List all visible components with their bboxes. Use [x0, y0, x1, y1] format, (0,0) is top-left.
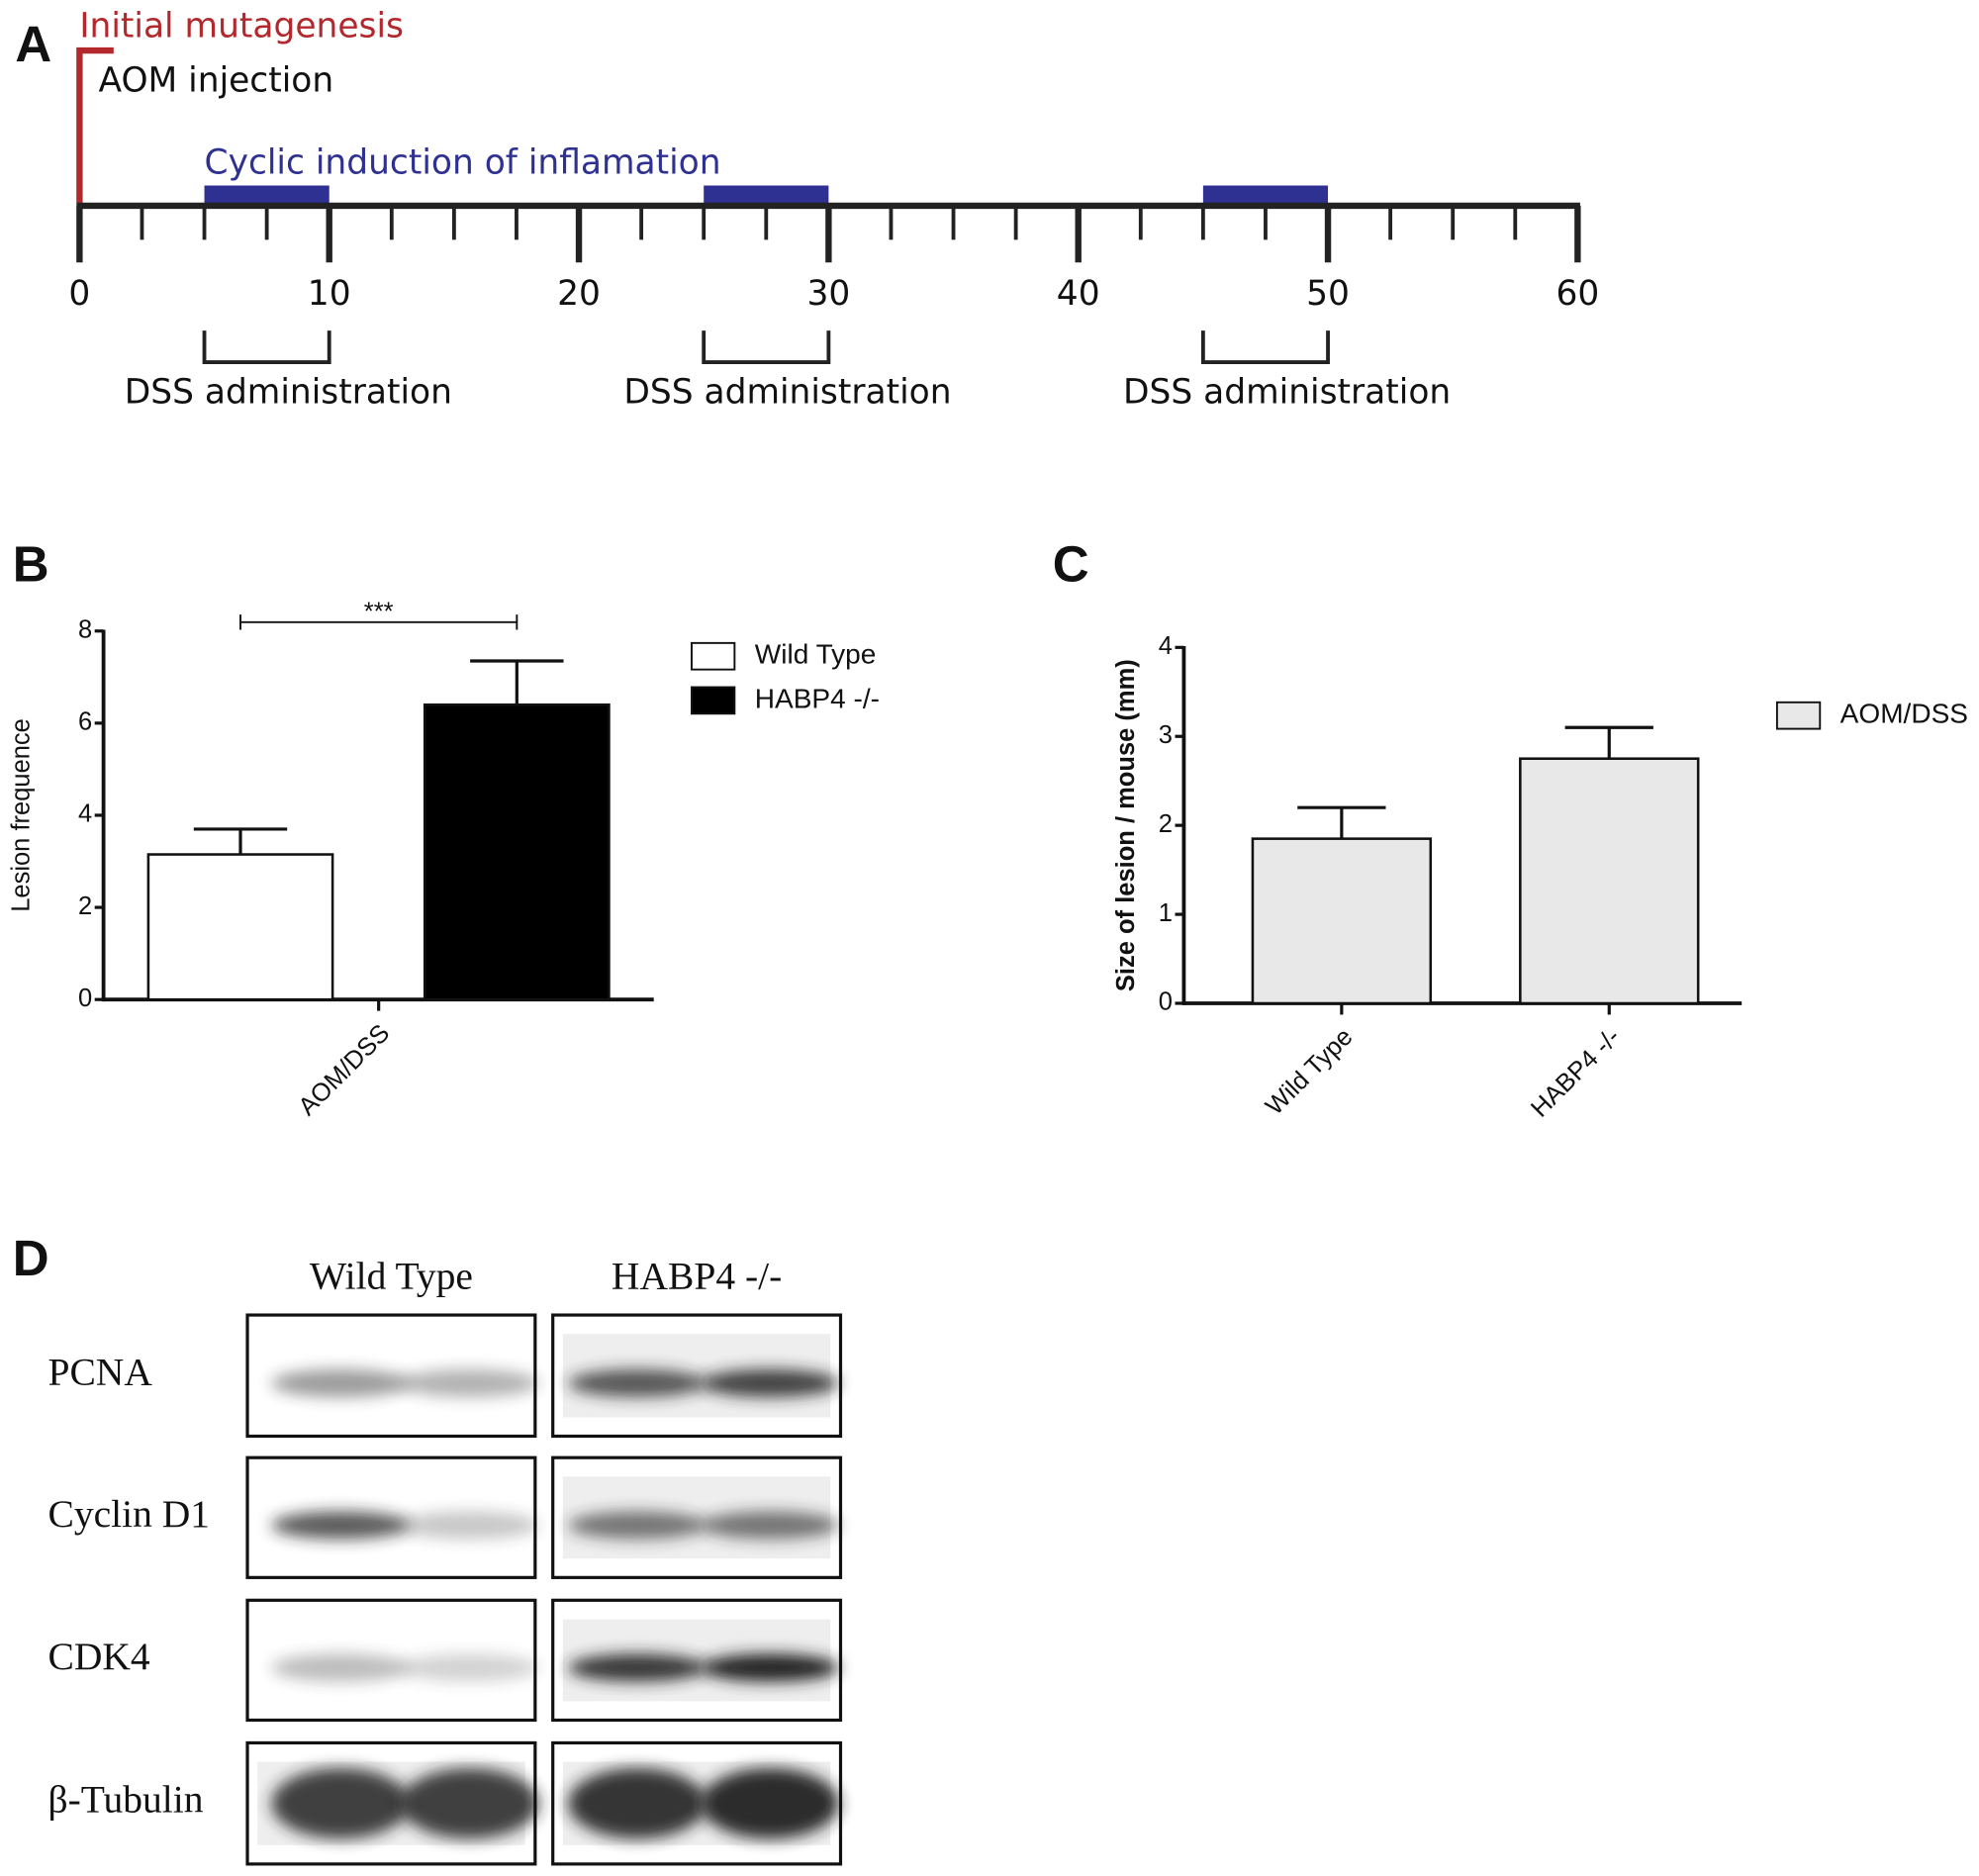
blot-frame — [551, 1313, 843, 1439]
x-tick-label: 0 — [68, 274, 90, 314]
blot-column-label: HABP4 -/- — [612, 1254, 782, 1297]
period-label: Cyclic induction of inflamation — [205, 142, 721, 182]
blot-frame — [245, 1313, 537, 1439]
blot-band — [700, 1767, 840, 1839]
panel-label: D — [13, 1230, 49, 1286]
x-tick-label: 20 — [557, 274, 601, 314]
blot-frame — [245, 1740, 537, 1866]
period-bar — [1202, 185, 1329, 206]
legend-swatch — [691, 641, 736, 671]
bar — [146, 853, 334, 1001]
legend-label: HABP4 -/- — [755, 683, 880, 713]
event-sublabel: AOM injection — [99, 60, 334, 100]
blot-band — [400, 1368, 539, 1397]
event-label: Initial mutagenesis — [79, 7, 404, 47]
panel-label: B — [13, 535, 49, 592]
blot-band — [700, 1653, 840, 1682]
y-tick-label: 3 — [1159, 721, 1173, 749]
bracket — [702, 330, 831, 364]
event-marker — [76, 47, 114, 206]
blot-frame — [551, 1598, 843, 1723]
blot-frame — [551, 1455, 843, 1579]
error-bar — [1297, 805, 1386, 839]
y-tick-label: 2 — [78, 892, 92, 920]
bar — [423, 703, 611, 1001]
blot-band — [400, 1767, 539, 1839]
blot-band — [271, 1511, 411, 1540]
y-axis-label: Lesion frequence — [8, 718, 36, 912]
legend-label: AOM/DSS — [1840, 699, 1968, 729]
blot-frame — [245, 1455, 537, 1579]
blot-band — [567, 1368, 707, 1397]
blot-row-label: Cyclin D1 — [47, 1492, 210, 1536]
legend-label: Wild Type — [755, 639, 877, 670]
y-tick-label: 0 — [78, 985, 92, 1012]
bar — [1251, 837, 1433, 1005]
bracket-label: DSS administration — [125, 372, 452, 412]
bracket — [202, 330, 331, 364]
y-tick-label: 0 — [1159, 988, 1173, 1016]
bracket-label: DSS administration — [1123, 372, 1451, 412]
blot-column-label: Wild Type — [310, 1254, 473, 1297]
period-bar — [704, 185, 829, 206]
blot-band — [271, 1653, 411, 1682]
error-bar — [1564, 725, 1653, 759]
blot-band — [567, 1511, 707, 1540]
blot-band — [567, 1653, 707, 1682]
panel-label: C — [1053, 535, 1089, 592]
x-tick-label: 10 — [308, 274, 351, 314]
bracket — [1200, 330, 1330, 364]
bracket-label: DSS administration — [623, 372, 951, 412]
significance-label: *** — [364, 599, 394, 626]
error-bar — [470, 659, 564, 705]
period-bar — [204, 185, 330, 206]
x-tick-label: 50 — [1306, 274, 1350, 314]
y-tick-label: 6 — [78, 708, 92, 736]
blot-row-label: β-Tubulin — [47, 1778, 203, 1822]
blot-frame — [551, 1740, 843, 1866]
y-tick-label: 4 — [78, 800, 92, 828]
blot-row-label: CDK4 — [47, 1635, 149, 1678]
bar — [1519, 757, 1700, 1005]
y-tick-label: 2 — [1159, 810, 1173, 838]
significance-bracket — [239, 614, 518, 630]
blot-band — [400, 1511, 539, 1540]
blot-band — [700, 1511, 840, 1540]
blot-band — [400, 1653, 539, 1682]
x-tick-label: 30 — [806, 274, 850, 314]
y-tick-label: 8 — [78, 615, 92, 643]
blot-row-label: PCNA — [47, 1350, 152, 1393]
blot-band — [567, 1767, 707, 1839]
blot-band — [271, 1368, 411, 1397]
legend-swatch — [1775, 701, 1822, 730]
y-tick-label: 4 — [1159, 632, 1173, 660]
x-tick-label: 60 — [1555, 274, 1599, 314]
panel-label: A — [15, 16, 51, 72]
blot-band — [271, 1767, 411, 1839]
blot-frame — [245, 1598, 537, 1723]
y-tick-label: 1 — [1159, 899, 1173, 927]
x-tick-label: 40 — [1057, 274, 1100, 314]
error-bar — [193, 827, 288, 855]
legend-swatch — [691, 686, 736, 715]
blot-band — [700, 1368, 840, 1397]
y-axis-label: Size of lesion / mouse (mm) — [1112, 659, 1140, 991]
